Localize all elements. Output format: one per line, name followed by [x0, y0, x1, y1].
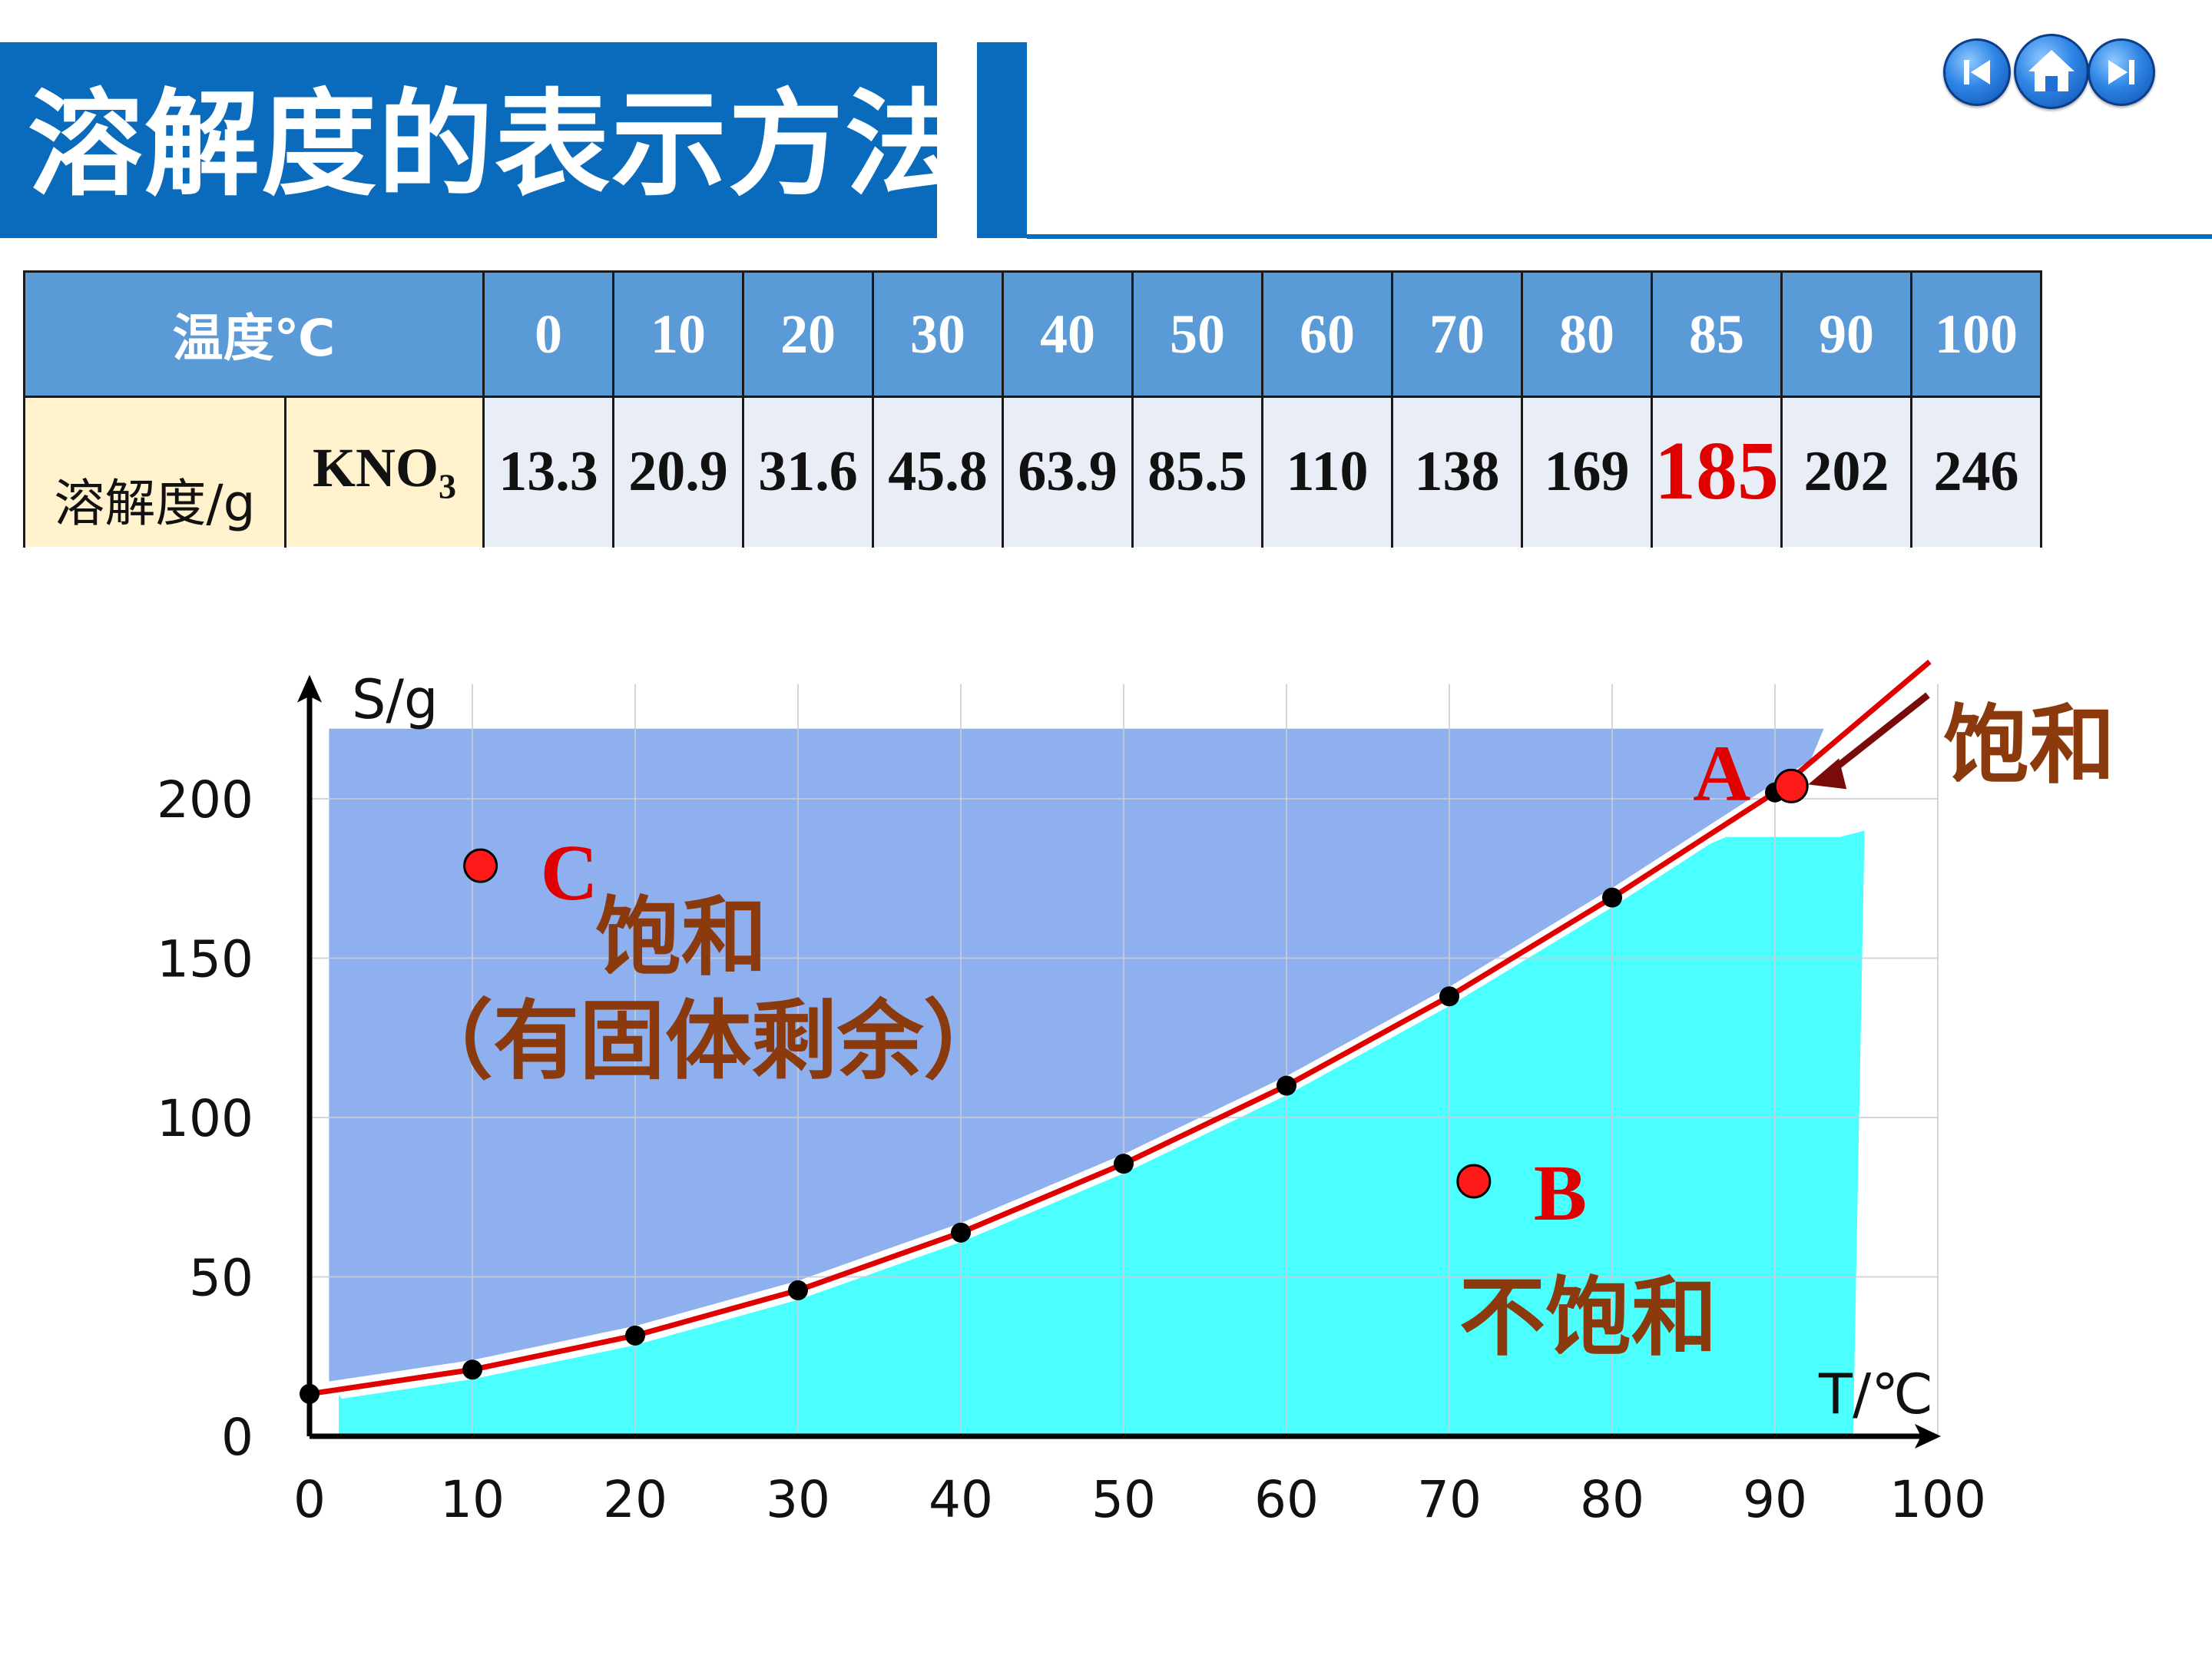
y-axis-label: S/g: [352, 668, 438, 731]
pointer-arrow-head: [1808, 758, 1847, 790]
data-point: [1602, 887, 1622, 908]
temp-cell: 60: [1261, 270, 1393, 398]
x-tick-label: 80: [1580, 1470, 1644, 1529]
table-data-row: 溶解度/g KNO3 13.3 20.9 31.6 45.8 63.9 85.5…: [23, 396, 2042, 547]
y-tick-label: 150: [157, 930, 253, 989]
temp-cell: 40: [1002, 270, 1134, 398]
data-point: [1277, 1075, 1296, 1096]
point-a: [1773, 768, 1809, 803]
y-tick-label: 200: [157, 770, 253, 830]
data-point: [300, 1383, 320, 1404]
x-tick-label: 40: [929, 1470, 993, 1529]
point-label-c: C: [541, 829, 598, 917]
y-tick-label: 0: [221, 1408, 253, 1467]
x-axis-label: T/℃: [1818, 1362, 1933, 1426]
x-tick-label: 10: [440, 1470, 505, 1529]
data-point: [462, 1359, 482, 1380]
value-cell: 110: [1261, 396, 1393, 547]
highlight-value-cell: 185: [1651, 396, 1783, 547]
value-cell: 63.9: [1002, 396, 1134, 547]
solubility-label: 溶解度/g: [23, 396, 286, 547]
point-label-a: A: [1693, 729, 1750, 817]
temp-cell: 85: [1651, 270, 1783, 398]
value-cell: 45.8: [872, 396, 1004, 547]
data-point: [1114, 1154, 1134, 1174]
x-tick-label: 0: [293, 1470, 326, 1529]
title-accent: [977, 42, 1027, 238]
home-button[interactable]: [2014, 34, 2089, 109]
temp-cell: 50: [1131, 270, 1263, 398]
data-point: [1439, 986, 1459, 1007]
value-cell: 202: [1780, 396, 1912, 547]
point-b: [1456, 1164, 1492, 1199]
unsaturated-region: [339, 830, 1865, 1435]
x-tick-label: 100: [1889, 1470, 1986, 1529]
saturated-label-top-right: 饱和: [1943, 696, 2115, 796]
x-tick-label: 30: [766, 1470, 830, 1529]
temp-cell: 20: [742, 270, 874, 398]
point-label-b: B: [1534, 1149, 1587, 1237]
table-header-row: 温度℃ 0 10 20 30 40 50 60 70 80 85 90 100: [23, 270, 2042, 398]
temp-cell: 80: [1521, 270, 1653, 398]
x-tick-label: 90: [1743, 1470, 1807, 1529]
x-tick-label: 70: [1417, 1470, 1482, 1529]
temp-cell: 90: [1780, 270, 1912, 398]
value-cell: 13.3: [482, 396, 614, 547]
saturated-label: 饱和: [595, 888, 767, 988]
solubility-table: 温度℃ 0 10 20 30 40 50 60 70 80 85 90 100 …: [23, 270, 2042, 548]
y-tick-label: 100: [157, 1089, 253, 1148]
y-axis-arrow: [297, 674, 322, 703]
value-cell: 246: [1910, 396, 2042, 547]
substance-label: KNO3: [284, 396, 485, 547]
data-point: [788, 1280, 808, 1300]
x-axis-arrow: [1915, 1424, 1941, 1449]
x-tick-label: 20: [603, 1470, 667, 1529]
substance-subscript: 3: [439, 466, 456, 506]
point-c: [463, 848, 498, 883]
value-cell: 20.9: [612, 396, 744, 547]
value-cell: 138: [1391, 396, 1523, 547]
temperature-header: 温度℃: [23, 270, 485, 398]
unsaturated-label: 不饱和: [1459, 1268, 1717, 1368]
title-bar: [0, 42, 937, 238]
value-cell: 169: [1521, 396, 1653, 547]
x-tick-label: 50: [1091, 1470, 1156, 1529]
temp-cell: 70: [1391, 270, 1523, 398]
home-icon: [2028, 50, 2075, 91]
x-tick-label: 60: [1254, 1470, 1319, 1529]
title-rule: [1027, 234, 2212, 239]
data-point: [625, 1325, 645, 1346]
temp-cell: 0: [482, 270, 614, 398]
substance-formula: KNO: [312, 437, 439, 499]
temp-cell: 10: [612, 270, 744, 398]
page-title: 溶解度的表示方法: [28, 78, 962, 212]
value-cell: 31.6: [742, 396, 874, 547]
skip-back-icon: [1964, 60, 1990, 84]
temp-cell: 30: [872, 270, 1004, 398]
saturated-region: [329, 728, 1824, 1389]
previous-slide-button[interactable]: [1943, 38, 2011, 106]
next-slide-button[interactable]: [2088, 38, 2155, 106]
value-cell: 85.5: [1131, 396, 1263, 547]
data-point: [951, 1222, 971, 1243]
temp-cell: 100: [1910, 270, 2042, 398]
skip-forward-icon: [2108, 60, 2134, 84]
y-tick-label: 50: [189, 1249, 253, 1308]
solid-remaining-note: （有固体剩余）: [407, 992, 1009, 1091]
